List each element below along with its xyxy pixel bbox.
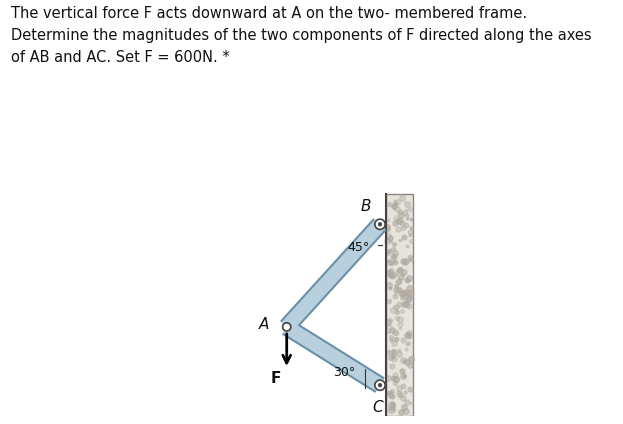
Text: 45°: 45° [348, 241, 369, 254]
Circle shape [375, 380, 385, 391]
FancyBboxPatch shape [386, 194, 412, 416]
Circle shape [378, 383, 382, 387]
Text: F: F [271, 371, 282, 386]
Text: 30°: 30° [333, 366, 356, 379]
Text: The vertical force F acts downward at A on the two- membered frame.
Determine th: The vertical force F acts downward at A … [11, 6, 592, 64]
Text: C: C [373, 400, 383, 416]
Circle shape [283, 323, 291, 331]
Text: B: B [361, 199, 371, 214]
Circle shape [378, 223, 382, 226]
Text: A: A [259, 317, 269, 332]
Circle shape [375, 219, 385, 229]
